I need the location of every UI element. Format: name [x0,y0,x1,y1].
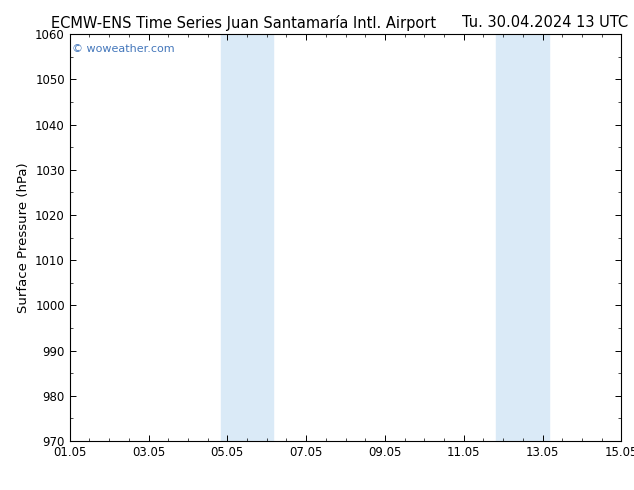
Y-axis label: Surface Pressure (hPa): Surface Pressure (hPa) [16,162,30,313]
Text: ECMW-ENS Time Series Juan Santamaría Intl. Airport: ECMW-ENS Time Series Juan Santamaría Int… [51,15,436,31]
Text: © woweather.com: © woweather.com [72,45,175,54]
Bar [496,34,549,441]
Bar [221,34,273,441]
Text: Tu. 30.04.2024 13 UTC: Tu. 30.04.2024 13 UTC [462,15,628,30]
